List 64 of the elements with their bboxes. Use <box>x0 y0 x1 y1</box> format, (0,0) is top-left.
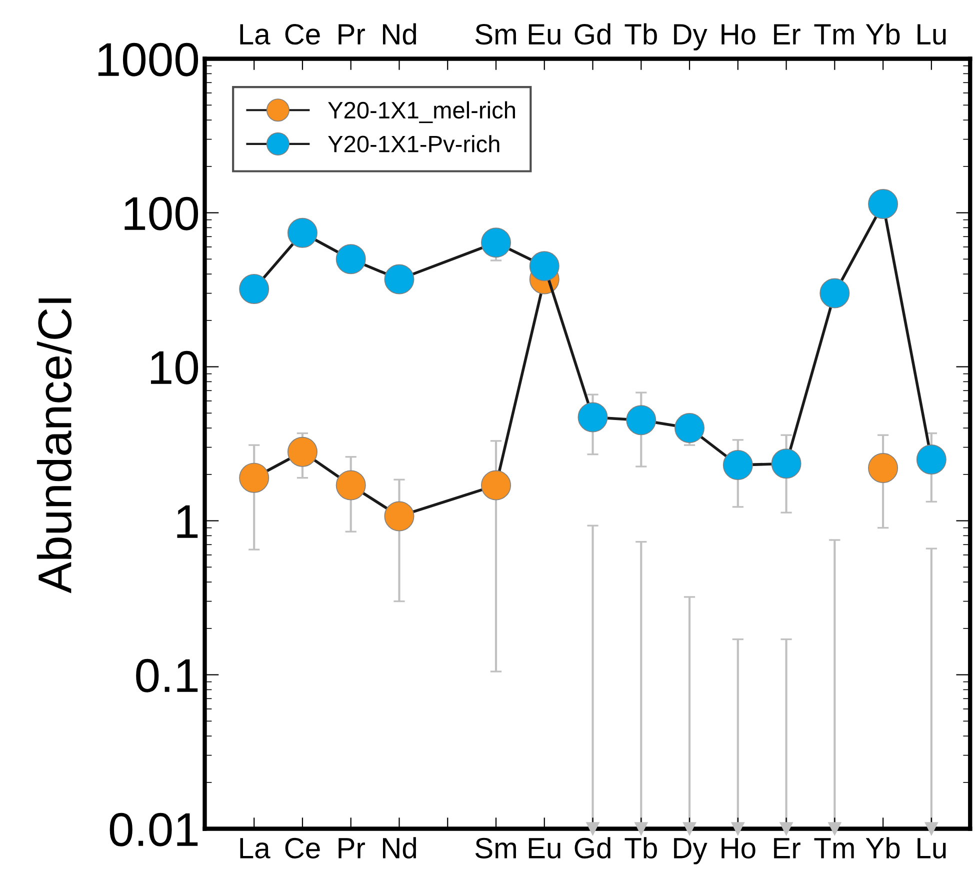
x-tick-label: Nd <box>382 837 416 859</box>
point <box>634 822 648 836</box>
category-label: Tm <box>814 24 854 44</box>
x-tick-label: Pr <box>338 838 365 858</box>
category-label: La <box>240 24 270 45</box>
y-tick-label: 100 <box>124 196 198 230</box>
x-tick-label: Eu <box>528 838 560 859</box>
point <box>916 444 946 474</box>
point <box>287 218 318 248</box>
x-tick-label: Er <box>774 838 800 858</box>
category-label: Yb <box>866 23 900 45</box>
x-tick-label: Sm <box>475 838 516 859</box>
y-tick-label: 1000 <box>98 42 198 76</box>
x-tick-label: Dy <box>674 838 708 864</box>
point <box>820 278 850 308</box>
point <box>828 822 842 836</box>
point <box>868 188 898 219</box>
legend-label: Y20-1X1-Pv-rich <box>328 135 500 152</box>
point <box>924 822 938 836</box>
point <box>578 402 608 432</box>
x-tick-label: Lu <box>918 838 946 859</box>
point <box>384 501 414 532</box>
point <box>682 822 696 836</box>
x-tick-label: Tb <box>624 837 657 859</box>
point <box>731 822 745 836</box>
y-tick-label: 0.01 <box>110 812 198 846</box>
category-label: Dy <box>674 24 708 50</box>
x-tick-label: Gd <box>574 837 610 859</box>
category-label: Pr <box>338 24 365 44</box>
category-label: Nd <box>382 23 416 45</box>
category-label: Eu <box>528 24 560 45</box>
point <box>336 470 366 500</box>
point <box>771 448 802 479</box>
x-tick-label: Ho <box>722 838 756 859</box>
point <box>626 405 656 436</box>
x-tick-label: La <box>240 838 270 859</box>
y-tick-label: 0.1 <box>136 658 198 692</box>
legend-label: Y20-1X1_mel-rich <box>328 101 515 124</box>
x-tick-label: Tm <box>814 838 854 858</box>
point <box>780 822 793 836</box>
x-tick-label: Ce <box>285 838 320 859</box>
point <box>674 413 705 444</box>
point <box>239 274 270 304</box>
y-tick-label: 1 <box>177 505 198 538</box>
point <box>480 228 511 258</box>
x-tick-label: Yb <box>866 837 900 859</box>
point <box>722 450 753 480</box>
category-label: Er <box>774 24 800 44</box>
category-label: Sm <box>475 24 516 45</box>
category-label: Gd <box>574 23 610 45</box>
point <box>239 462 270 493</box>
point <box>480 470 511 500</box>
y-axis-title: Abundance/CI <box>36 298 72 594</box>
point <box>287 436 318 467</box>
category-label: Ho <box>722 24 756 45</box>
point <box>384 264 414 294</box>
point <box>586 822 600 836</box>
category-label: Ce <box>285 24 320 45</box>
point <box>336 244 366 274</box>
point <box>868 453 898 484</box>
y-tick-label: 10 <box>150 350 198 384</box>
category-label: Lu <box>918 24 946 45</box>
category-label: Tb <box>624 23 657 45</box>
point <box>529 251 560 282</box>
